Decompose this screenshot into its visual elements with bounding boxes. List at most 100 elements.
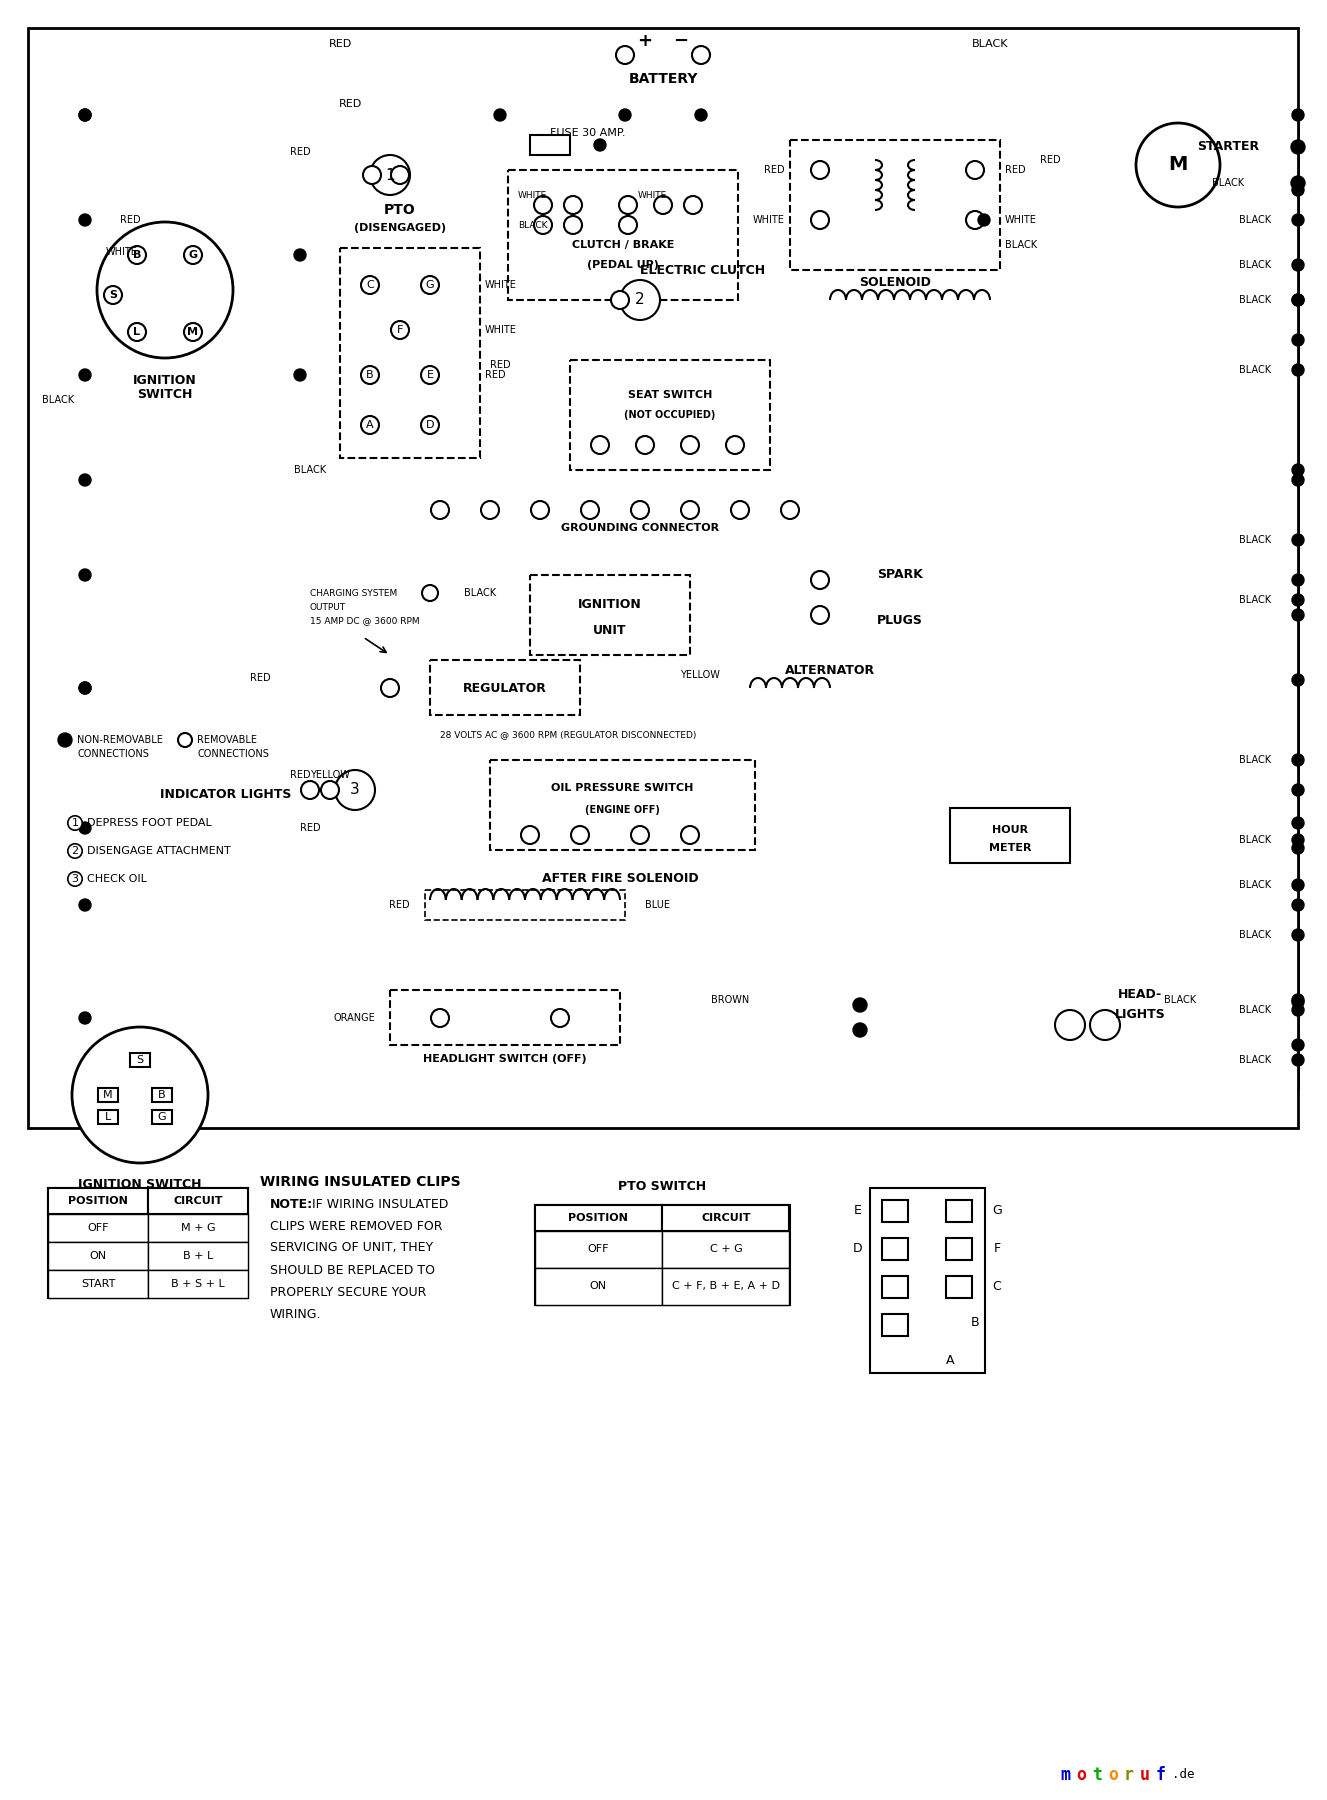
- Circle shape: [421, 365, 439, 383]
- Text: (NOT OCCUPIED): (NOT OCCUPIED): [624, 410, 715, 419]
- Bar: [946, 1201, 971, 1222]
- Text: POSITION: POSITION: [68, 1195, 127, 1206]
- Text: SHOULD BE REPLACED TO: SHOULD BE REPLACED TO: [269, 1264, 435, 1276]
- Text: YELLOW: YELLOW: [311, 770, 350, 779]
- Text: −: −: [673, 32, 689, 50]
- Bar: [508, 169, 738, 301]
- Text: RED: RED: [249, 673, 271, 682]
- Text: S: S: [109, 290, 117, 301]
- Circle shape: [184, 247, 202, 265]
- Text: INDICATOR LIGHTS: INDICATOR LIGHTS: [161, 788, 292, 801]
- Circle shape: [80, 1012, 92, 1024]
- Circle shape: [1292, 833, 1304, 846]
- Text: 15 AMP DC @ 3600 RPM: 15 AMP DC @ 3600 RPM: [311, 616, 419, 626]
- Text: f: f: [1156, 1766, 1166, 1784]
- Text: OIL PRESSURE SWITCH: OIL PRESSURE SWITCH: [551, 783, 693, 794]
- Circle shape: [184, 322, 202, 340]
- Circle shape: [80, 682, 92, 695]
- Bar: [882, 1276, 908, 1298]
- Circle shape: [1292, 842, 1304, 853]
- Text: 28 VOLTS AC @ 3600 RPM (REGULATOR DISCONNECTED): 28 VOLTS AC @ 3600 RPM (REGULATOR DISCON…: [441, 731, 697, 740]
- Text: DEPRESS FOOT PEDAL: DEPRESS FOOT PEDAL: [88, 817, 212, 828]
- Circle shape: [811, 571, 829, 589]
- Circle shape: [966, 211, 985, 229]
- Circle shape: [431, 500, 449, 518]
- Text: B: B: [366, 371, 374, 380]
- Circle shape: [295, 248, 307, 261]
- Text: SEAT SWITCH: SEAT SWITCH: [628, 391, 713, 400]
- Circle shape: [301, 781, 318, 799]
- Text: BLACK: BLACK: [1239, 754, 1271, 765]
- Bar: [425, 889, 625, 920]
- Text: WHITE: WHITE: [1005, 214, 1036, 225]
- Text: B: B: [158, 1091, 166, 1100]
- Text: BATTERY: BATTERY: [628, 72, 698, 86]
- Circle shape: [421, 416, 439, 434]
- Text: IGNITION: IGNITION: [579, 598, 642, 612]
- Text: WIRING INSULATED CLIPS: WIRING INSULATED CLIPS: [260, 1175, 460, 1190]
- Bar: [48, 1188, 248, 1298]
- Circle shape: [616, 47, 634, 65]
- Text: SPARK: SPARK: [877, 569, 924, 581]
- Text: BLACK: BLACK: [1239, 835, 1271, 844]
- Circle shape: [80, 898, 92, 911]
- Text: A: A: [366, 419, 374, 430]
- Bar: [882, 1314, 908, 1336]
- Circle shape: [1292, 335, 1304, 346]
- Text: OFF: OFF: [588, 1244, 609, 1255]
- Circle shape: [381, 679, 399, 697]
- Circle shape: [654, 196, 671, 214]
- Text: 3: 3: [350, 783, 360, 797]
- Circle shape: [681, 500, 699, 518]
- Text: UNIT: UNIT: [593, 623, 626, 637]
- Circle shape: [127, 247, 146, 265]
- Text: BLACK: BLACK: [1239, 1004, 1271, 1015]
- Text: RED: RED: [300, 823, 320, 833]
- Text: OFF: OFF: [88, 1222, 109, 1233]
- Text: NOTE:: NOTE:: [269, 1197, 313, 1210]
- Circle shape: [1055, 1010, 1085, 1040]
- Text: WHITE: WHITE: [106, 247, 138, 257]
- Text: A: A: [946, 1354, 954, 1366]
- Text: ON: ON: [89, 1251, 106, 1262]
- Bar: [535, 1231, 662, 1267]
- Text: YELLOW: YELLOW: [679, 670, 721, 680]
- Circle shape: [1292, 535, 1304, 545]
- Bar: [490, 760, 755, 850]
- Text: o: o: [1108, 1766, 1119, 1784]
- Text: PROPERLY SECURE YOUR: PROPERLY SECURE YOUR: [269, 1285, 426, 1298]
- Text: (DISENGAGED): (DISENGAGED): [354, 223, 446, 232]
- Circle shape: [494, 110, 506, 121]
- Bar: [149, 1213, 248, 1242]
- Bar: [153, 1111, 173, 1123]
- Bar: [950, 808, 1070, 862]
- Bar: [98, 1087, 118, 1102]
- Circle shape: [1292, 214, 1304, 227]
- Circle shape: [80, 682, 92, 695]
- Text: (PEDAL UP): (PEDAL UP): [587, 259, 660, 270]
- Circle shape: [632, 500, 649, 518]
- Text: WHITE: WHITE: [484, 326, 518, 335]
- Circle shape: [480, 500, 499, 518]
- Text: M: M: [187, 328, 199, 337]
- Bar: [390, 990, 620, 1046]
- Circle shape: [811, 607, 829, 625]
- Text: M + G: M + G: [180, 1222, 215, 1233]
- Circle shape: [80, 369, 92, 382]
- Bar: [535, 1204, 790, 1305]
- Bar: [149, 1242, 248, 1271]
- Text: SOLENOID: SOLENOID: [859, 275, 932, 288]
- Bar: [48, 1188, 149, 1213]
- Circle shape: [966, 160, 985, 178]
- Circle shape: [1292, 364, 1304, 376]
- Circle shape: [364, 166, 381, 184]
- Text: ELECTRIC CLUTCH: ELECTRIC CLUTCH: [640, 263, 766, 277]
- Text: 2: 2: [636, 292, 645, 308]
- Circle shape: [683, 196, 702, 214]
- Circle shape: [1292, 259, 1304, 272]
- Text: 3: 3: [72, 875, 78, 884]
- Text: BLACK: BLACK: [464, 589, 496, 598]
- Text: WHITE: WHITE: [484, 281, 518, 290]
- Circle shape: [361, 365, 380, 383]
- Text: r: r: [1124, 1766, 1135, 1784]
